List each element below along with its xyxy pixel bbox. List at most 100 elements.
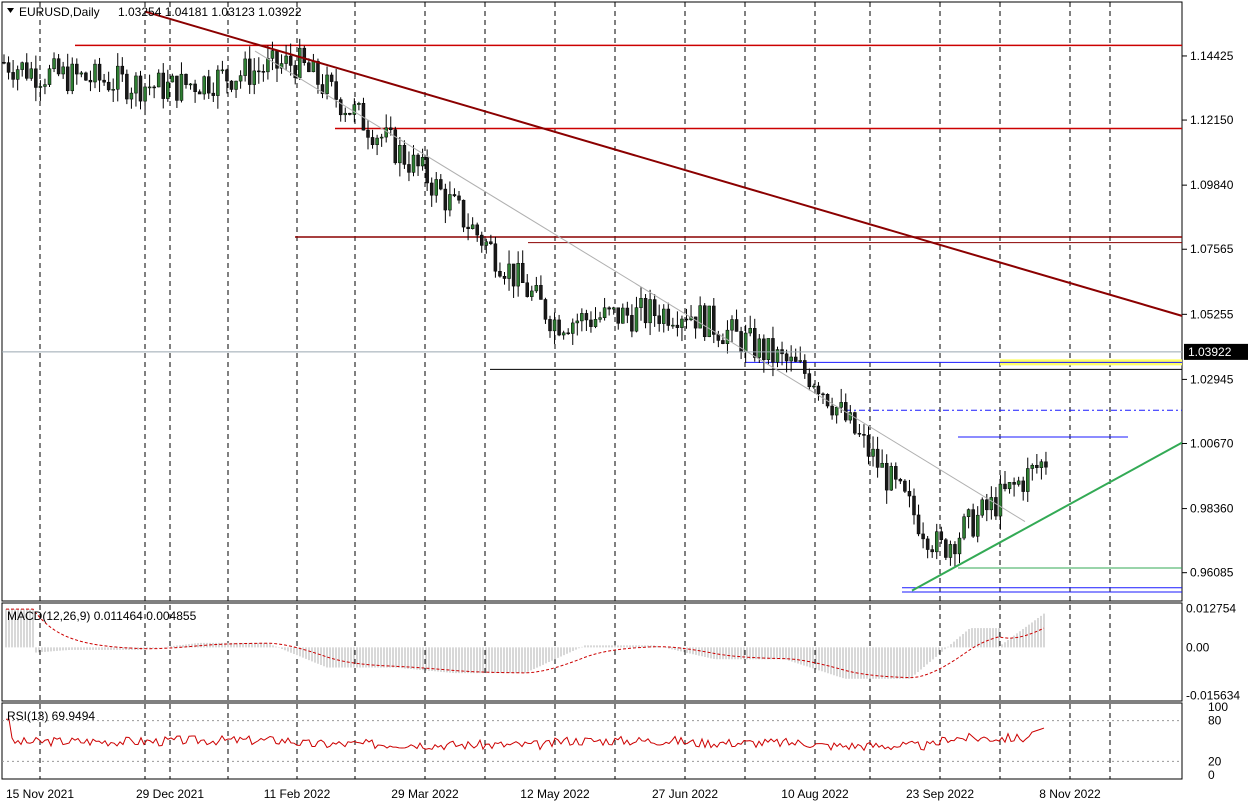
- bull-candle: [834, 407, 839, 416]
- rsi-tick-label: 20: [1208, 754, 1222, 768]
- bear-candle: [489, 241, 493, 245]
- bear-candle: [953, 544, 957, 555]
- price-tick-label: 1.07565: [1190, 242, 1234, 256]
- dropdown-arrow-icon[interactable]: [7, 8, 14, 13]
- bull-candle: [798, 360, 802, 362]
- bear-candle: [898, 479, 903, 482]
- uptrend-line: [911, 441, 1183, 592]
- bull-candle: [166, 81, 170, 99]
- price-tick-label: 1.09840: [1190, 178, 1234, 192]
- bear-candle: [1012, 482, 1016, 485]
- bull-candle: [238, 75, 243, 82]
- bear-candle: [894, 466, 898, 480]
- price-panel: [1, 1, 1183, 602]
- bear-candle: [102, 79, 106, 83]
- bull-candle: [202, 76, 206, 95]
- bull-candle: [156, 72, 161, 88]
- bull-candle: [448, 194, 452, 211]
- bear-candle: [666, 308, 671, 326]
- bear-candle: [452, 194, 457, 197]
- date-tick-label: 27 Jun 2022: [652, 787, 718, 801]
- bear-candle: [329, 74, 334, 82]
- bear-candle: [939, 531, 944, 540]
- price-axis: 1.14425 1.12150 1.09840 1.07565 1.05255 1.029…: [2, 49, 1248, 782]
- bear-candle: [120, 65, 125, 75]
- chart-ohlc: 1.03254 1.04181 1.03123 1.03922: [118, 5, 302, 19]
- macd-tick-label: 0.012754: [1186, 601, 1236, 615]
- bear-candle: [652, 299, 657, 317]
- bull-candle: [621, 307, 625, 324]
- bear-candle: [511, 263, 516, 287]
- macd-series: [5, 608, 1045, 679]
- bear-candle: [771, 338, 775, 363]
- bear-candle: [457, 195, 461, 201]
- bull-candle: [270, 50, 275, 59]
- last-price-label: 1.03922: [1188, 345, 1232, 359]
- bull-candle: [1039, 461, 1044, 468]
- date-tick-label: 11 Feb 2022: [264, 787, 331, 801]
- bear-candle: [389, 127, 393, 131]
- bear-candle: [175, 75, 179, 101]
- bull-candle: [357, 103, 361, 105]
- bull-candle: [602, 307, 607, 318]
- chart-symbol[interactable]: EURUSD,Daily: [19, 5, 100, 19]
- bear-candle: [702, 305, 707, 338]
- bull-candle: [252, 70, 256, 85]
- bull-candle: [671, 324, 675, 327]
- bear-candle: [461, 199, 466, 228]
- bull-candle: [134, 75, 138, 94]
- bear-candle: [6, 62, 11, 73]
- date-tick-label: 29 Mar 2022: [391, 787, 459, 801]
- bull-candle: [147, 86, 152, 89]
- bear-candle: [393, 129, 398, 164]
- bull-candle: [730, 319, 734, 331]
- macd-tick-label: -0.015634: [1186, 688, 1240, 702]
- bear-candle: [520, 262, 525, 283]
- bull-candle: [748, 328, 752, 334]
- bear-candle: [1035, 464, 1039, 468]
- bear-candle: [753, 328, 757, 358]
- macd-panel: [1, 602, 1183, 702]
- bull-candle: [980, 499, 984, 516]
- price-tick-label: 0.98360: [1190, 502, 1234, 516]
- bear-candle: [493, 243, 498, 272]
- bull-candle: [725, 329, 730, 344]
- bear-candle: [557, 319, 561, 336]
- bull-candle: [966, 509, 971, 517]
- price-tick-label: 1.14425: [1190, 49, 1234, 63]
- bull-candle: [561, 332, 566, 336]
- rsi-series: [2, 718, 1182, 762]
- bear-candle: [930, 549, 934, 553]
- bull-candle: [989, 497, 994, 511]
- bull-candle: [707, 305, 711, 338]
- bear-candle: [1044, 461, 1048, 468]
- bear-candle: [643, 298, 648, 324]
- bear-candle: [525, 282, 529, 297]
- bull-candle: [375, 137, 379, 145]
- bear-candle: [466, 226, 470, 229]
- bear-candle: [207, 76, 211, 94]
- bear-candle: [589, 319, 593, 327]
- bull-candle: [61, 66, 65, 75]
- bull-candle: [20, 62, 24, 70]
- bull-candle: [352, 104, 357, 115]
- bear-candle: [247, 58, 252, 85]
- price-tick-label: 0.96085: [1190, 566, 1234, 580]
- bull-candle: [848, 412, 853, 421]
- bear-candle: [616, 307, 620, 324]
- bear-candle: [994, 497, 998, 517]
- bull-candle: [962, 516, 966, 539]
- date-tick-label: 15 Nov 2021: [6, 787, 74, 801]
- bull-candle: [975, 514, 980, 537]
- rsi-line: [6, 718, 1045, 752]
- bull-candle: [530, 290, 534, 297]
- bull-candle: [15, 69, 20, 80]
- bear-candle: [106, 81, 111, 91]
- gray-trend-line: [254, 50, 1026, 522]
- bull-candle: [420, 157, 425, 167]
- bull-candle: [188, 83, 193, 86]
- date-tick-label: 10 Aug 2022: [781, 787, 849, 801]
- bear-candle: [807, 373, 812, 388]
- bear-candle: [684, 318, 689, 321]
